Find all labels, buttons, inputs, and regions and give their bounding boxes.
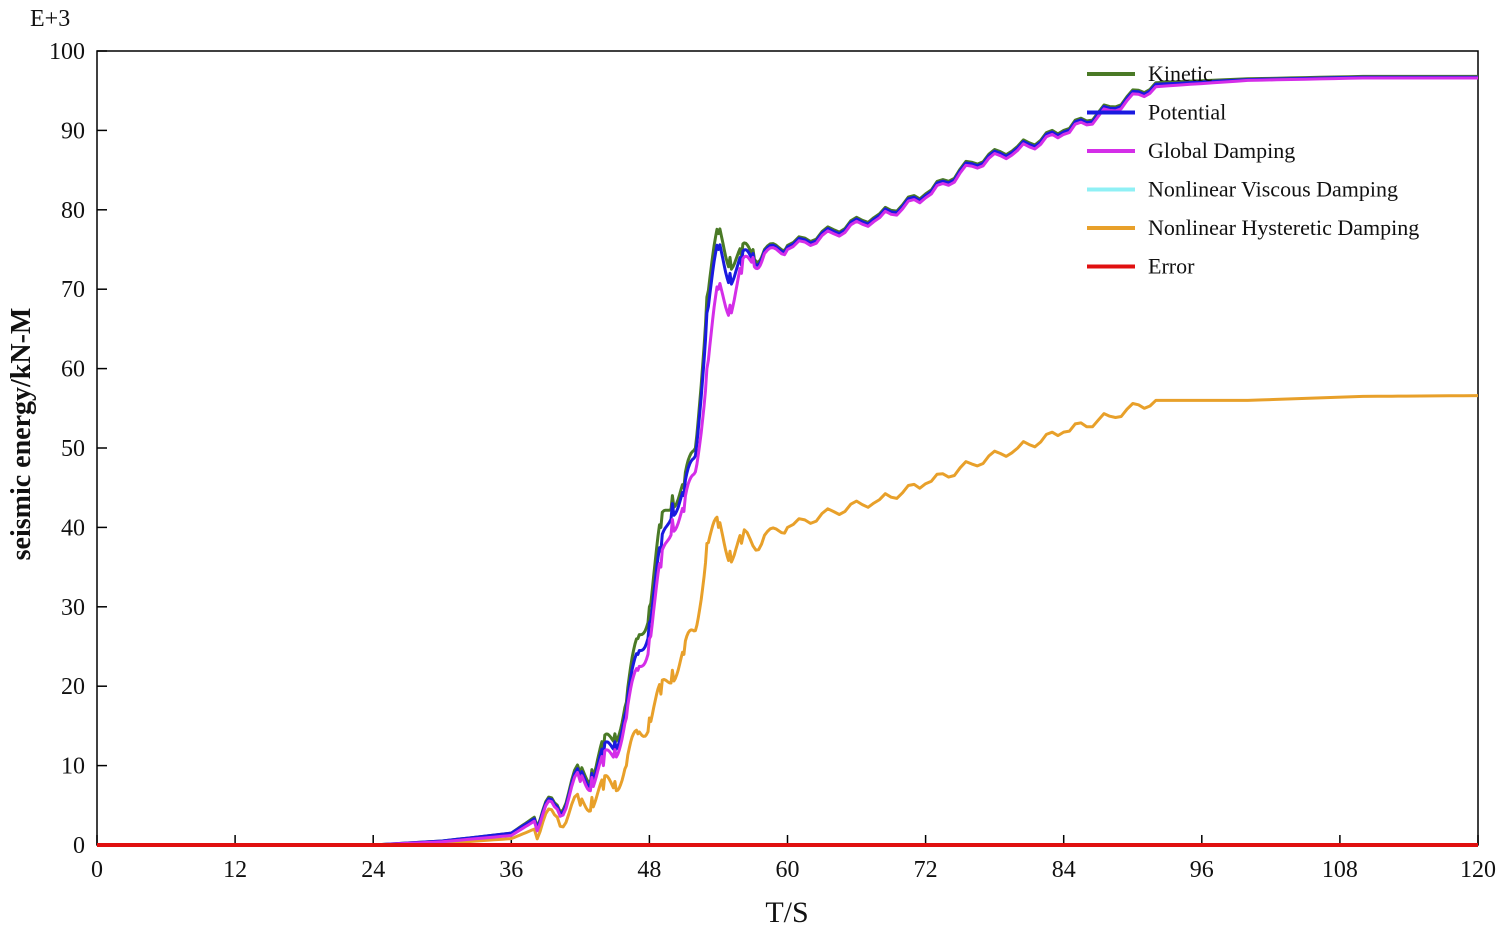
x-tick-label: 120: [1460, 857, 1496, 883]
x-axis: 0 12 24 36 48 60 72 84 96 108 120: [91, 835, 1496, 883]
x-tick-label: 24: [361, 857, 385, 883]
series-layer: [97, 74, 1479, 847]
y-tick-label: 100: [49, 39, 85, 65]
legend-label-nonlinear-hysteretic-damping: Nonlinear Hysteretic Damping: [1148, 215, 1419, 240]
x-tick-label: 0: [91, 857, 103, 883]
y-tick-label: 80: [61, 198, 85, 224]
legend-label-kinetic: Kinetic: [1148, 61, 1213, 86]
legend-label-error: Error: [1148, 254, 1195, 279]
x-tick-label: 36: [499, 857, 523, 883]
y-tick-label: 60: [61, 357, 85, 383]
y-axis: 0 10 20 30 40 50 60 70 80 90 100: [49, 39, 107, 859]
x-axis-title: T/S: [765, 896, 808, 929]
y-tick-label: 0: [73, 833, 85, 859]
y-multiplier-label: E+3: [30, 6, 70, 32]
legend-label-potential: Potential: [1148, 100, 1226, 125]
x-tick-label: 48: [637, 857, 661, 883]
y-tick-label: 30: [61, 595, 85, 621]
y-tick-label: 90: [61, 118, 85, 144]
y-tick-label: 40: [61, 515, 85, 541]
series-line-global-damping: [97, 76, 1478, 847]
x-tick-label: 60: [776, 857, 800, 883]
y-axis-title: seismic energy/kN-M: [6, 308, 37, 561]
legend-label-nonlinear-viscous-damping: Nonlinear Viscous Damping: [1148, 177, 1398, 202]
series-line-nonlinear-hysteretic-damping: [97, 394, 1479, 847]
x-tick-label: 12: [223, 857, 247, 883]
x-tick-label: 108: [1322, 857, 1358, 883]
legend: Kinetic Potential Global Damping Nonlinear …: [1087, 61, 1419, 279]
y-tick-label: 70: [61, 277, 85, 303]
y-tick-label: 20: [61, 674, 85, 700]
x-tick-label: 84: [1052, 857, 1076, 883]
legend-label-global-damping: Global Damping: [1148, 138, 1295, 163]
x-tick-label: 96: [1190, 857, 1214, 883]
y-tick-label: 50: [61, 436, 85, 462]
x-tick-label: 72: [914, 857, 938, 883]
y-tick-label: 10: [61, 754, 85, 780]
